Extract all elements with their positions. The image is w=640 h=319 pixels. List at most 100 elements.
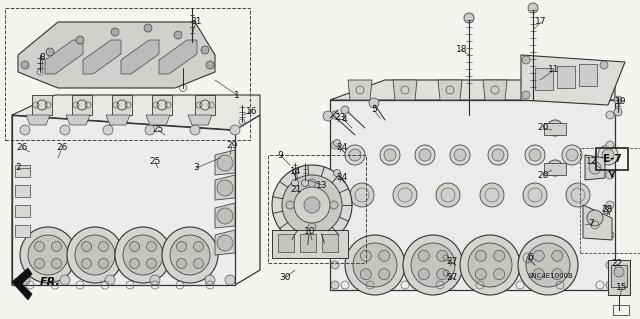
Circle shape: [480, 183, 504, 207]
Circle shape: [493, 250, 505, 261]
Circle shape: [60, 275, 70, 285]
Circle shape: [129, 241, 140, 251]
Circle shape: [115, 227, 171, 283]
Polygon shape: [12, 268, 32, 300]
Text: 1: 1: [234, 91, 240, 100]
Text: 24: 24: [337, 144, 348, 152]
Circle shape: [304, 197, 320, 213]
Circle shape: [20, 227, 76, 283]
Bar: [544, 163, 566, 175]
Circle shape: [291, 180, 298, 187]
Text: 15: 15: [616, 284, 628, 293]
Circle shape: [360, 250, 371, 261]
Circle shape: [476, 250, 486, 261]
Polygon shape: [330, 80, 615, 100]
Text: 30: 30: [279, 273, 291, 283]
Text: 21: 21: [291, 186, 301, 195]
Polygon shape: [83, 40, 121, 74]
Bar: [15, 205, 30, 217]
Circle shape: [170, 235, 210, 275]
Circle shape: [330, 201, 338, 209]
Circle shape: [345, 145, 365, 165]
Circle shape: [341, 106, 349, 114]
Circle shape: [411, 243, 455, 287]
Circle shape: [600, 61, 608, 69]
Text: 29: 29: [227, 140, 237, 150]
Text: 27: 27: [446, 257, 458, 266]
Text: 5: 5: [371, 106, 377, 115]
Circle shape: [206, 61, 214, 69]
Circle shape: [525, 145, 545, 165]
Bar: [611, 265, 627, 287]
Bar: [15, 165, 30, 177]
Circle shape: [105, 275, 115, 285]
Circle shape: [454, 149, 466, 161]
Circle shape: [476, 269, 486, 280]
Circle shape: [331, 141, 339, 149]
Text: 4: 4: [341, 115, 347, 124]
Polygon shape: [215, 150, 235, 175]
Circle shape: [379, 250, 390, 261]
Circle shape: [190, 125, 200, 135]
Circle shape: [523, 183, 547, 207]
Circle shape: [217, 208, 233, 224]
Polygon shape: [66, 115, 90, 125]
Circle shape: [350, 183, 374, 207]
Polygon shape: [188, 115, 212, 125]
Circle shape: [20, 125, 30, 135]
Circle shape: [76, 36, 84, 44]
Text: 19: 19: [615, 98, 627, 107]
Circle shape: [308, 223, 316, 231]
Text: 2: 2: [15, 164, 21, 173]
Circle shape: [162, 227, 218, 283]
Circle shape: [602, 149, 614, 161]
Text: 16: 16: [246, 108, 258, 116]
Circle shape: [21, 61, 29, 69]
Circle shape: [20, 275, 30, 285]
Circle shape: [419, 149, 431, 161]
Bar: [557, 66, 575, 88]
Circle shape: [566, 149, 578, 161]
Text: 8: 8: [39, 54, 45, 63]
Circle shape: [225, 275, 235, 285]
Text: 17: 17: [535, 18, 547, 26]
Polygon shape: [585, 155, 605, 180]
Circle shape: [436, 250, 448, 261]
Circle shape: [614, 96, 622, 104]
Bar: [278, 234, 294, 252]
Bar: [15, 225, 30, 237]
Circle shape: [547, 120, 563, 136]
Circle shape: [308, 179, 316, 187]
Circle shape: [331, 281, 339, 289]
Polygon shape: [521, 55, 625, 105]
Circle shape: [488, 145, 508, 165]
Text: 22: 22: [611, 259, 623, 269]
Polygon shape: [215, 230, 235, 255]
Circle shape: [606, 111, 614, 119]
Text: 20: 20: [538, 123, 548, 132]
Circle shape: [35, 258, 45, 269]
Polygon shape: [483, 80, 507, 100]
Text: 7: 7: [588, 219, 594, 228]
Circle shape: [150, 275, 160, 285]
Bar: [5, 8, 250, 140]
Polygon shape: [12, 95, 260, 130]
Bar: [579, 64, 597, 86]
Bar: [15, 185, 30, 197]
Circle shape: [526, 243, 570, 287]
Bar: [268, 155, 366, 263]
Circle shape: [603, 206, 611, 214]
Circle shape: [331, 111, 339, 119]
Circle shape: [282, 175, 342, 235]
Circle shape: [522, 56, 530, 64]
Circle shape: [349, 149, 361, 161]
Text: 26: 26: [16, 144, 28, 152]
Polygon shape: [330, 100, 615, 290]
Text: 27: 27: [446, 273, 458, 283]
Circle shape: [403, 235, 463, 295]
Bar: [608, 260, 630, 295]
Text: 12: 12: [586, 158, 598, 167]
Circle shape: [369, 98, 379, 108]
Circle shape: [323, 111, 333, 121]
Circle shape: [360, 269, 371, 280]
